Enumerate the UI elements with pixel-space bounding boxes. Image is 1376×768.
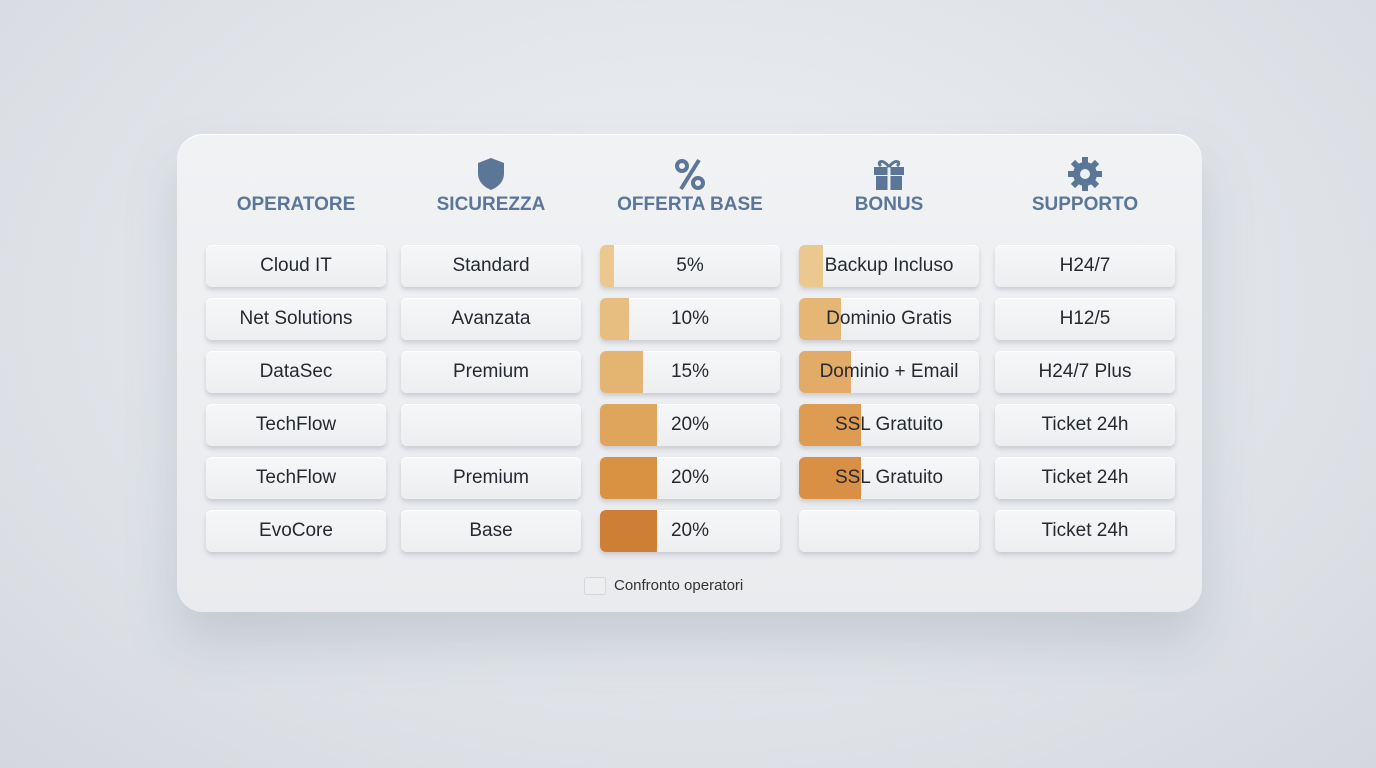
- table-cell: [401, 404, 581, 446]
- cell-text: Base: [469, 520, 513, 541]
- table-cell: Premium: [401, 351, 581, 393]
- table-cell: Premium: [401, 457, 581, 499]
- cell-text: Premium: [452, 467, 529, 488]
- table-cell: 5%: [600, 245, 780, 287]
- cell-text: EvoCore: [259, 520, 333, 541]
- bonus-bar: [799, 351, 851, 393]
- table-cell: Ticket 24h: [995, 510, 1175, 552]
- cell-text: Ticket 24h: [1041, 414, 1129, 435]
- cell-text: 15%: [670, 361, 710, 382]
- legend-label: Confronto operatori: [614, 577, 744, 594]
- cell-text: H24/7: [1059, 255, 1111, 276]
- bonus-bar: [799, 245, 823, 287]
- table-cell: EvoCore: [206, 510, 386, 552]
- column-header: SICUREZZA: [436, 194, 546, 215]
- offer-bar: [600, 510, 657, 552]
- cell-text: 20%: [670, 467, 710, 488]
- cell-text: 20%: [670, 520, 710, 541]
- table-cell: TechFlow: [206, 457, 386, 499]
- cell-text: Cloud IT: [260, 255, 332, 276]
- table-cell: Dominio + Email: [799, 351, 979, 393]
- offer-bar: [600, 351, 643, 393]
- cell-text: 10%: [670, 308, 710, 329]
- table-cell: 20%: [600, 404, 780, 446]
- table-cell: Base: [401, 510, 581, 552]
- cell-text: Premium: [452, 361, 529, 382]
- table-cell: H12/5: [995, 298, 1175, 340]
- table-cell: Ticket 24h: [995, 457, 1175, 499]
- table-cell: Avanzata: [401, 298, 581, 340]
- column-header: OPERATORE: [236, 194, 356, 215]
- column-header: OFFERTA BASE: [617, 194, 763, 215]
- table-cell: SSL Gratuito: [799, 457, 979, 499]
- cell-text: H24/7 Plus: [1038, 361, 1132, 382]
- table-cell: SSL Gratuito: [799, 404, 979, 446]
- table-cell: Dominio Gratis: [799, 298, 979, 340]
- percent-icon: [675, 158, 705, 191]
- cell-text: Dominio + Email: [819, 361, 959, 382]
- table-cell: Cloud IT: [206, 245, 386, 287]
- table-cell: Ticket 24h: [995, 404, 1175, 446]
- gear-icon: [1068, 157, 1102, 191]
- table-cell: 15%: [600, 351, 780, 393]
- cell-text: Ticket 24h: [1041, 467, 1129, 488]
- cell-text: Standard: [452, 255, 530, 276]
- cell-text: DataSec: [259, 361, 333, 382]
- gift-icon: [874, 160, 904, 190]
- cell-text: Ticket 24h: [1041, 520, 1129, 541]
- offer-bar: [600, 245, 615, 287]
- cell-text: 5%: [676, 255, 704, 276]
- cell-text: Backup Incluso: [824, 255, 954, 276]
- cell-text: H12/5: [1059, 308, 1111, 329]
- table-cell: Standard: [401, 245, 581, 287]
- checkbox[interactable]: [584, 577, 606, 596]
- cell-text: TechFlow: [255, 467, 337, 488]
- table-cell: H24/7 Plus: [995, 351, 1175, 393]
- cell-text: SSL Gratuito: [834, 414, 944, 435]
- cell-text: SSL Gratuito: [834, 467, 944, 488]
- bonus-bar: [799, 457, 861, 499]
- cell-text: TechFlow: [255, 414, 337, 435]
- offer-bar: [600, 298, 629, 340]
- offer-bar: [600, 457, 657, 499]
- table-cell: 20%: [600, 457, 780, 499]
- column-header: BONUS: [854, 194, 924, 215]
- table-cell: H24/7: [995, 245, 1175, 287]
- offer-bar: [600, 404, 657, 446]
- table-cell: TechFlow: [206, 404, 386, 446]
- table-cell: 10%: [600, 298, 780, 340]
- table-cell: 20%: [600, 510, 780, 552]
- bonus-bar: [799, 298, 841, 340]
- legend: Confronto operatori: [584, 577, 744, 596]
- table-cell: DataSec: [206, 351, 386, 393]
- bonus-bar: [799, 404, 861, 446]
- table-cell: Backup Incluso: [799, 245, 979, 287]
- cell-text: 20%: [670, 414, 710, 435]
- table-cell: Net Solutions: [206, 298, 386, 340]
- column-header: SUPPORTO: [1031, 194, 1139, 215]
- cell-text: Dominio Gratis: [826, 308, 952, 329]
- table-cell: [799, 510, 979, 552]
- cell-text: Avanzata: [451, 308, 531, 329]
- shield-icon: [478, 158, 504, 190]
- cell-text: Net Solutions: [239, 308, 353, 329]
